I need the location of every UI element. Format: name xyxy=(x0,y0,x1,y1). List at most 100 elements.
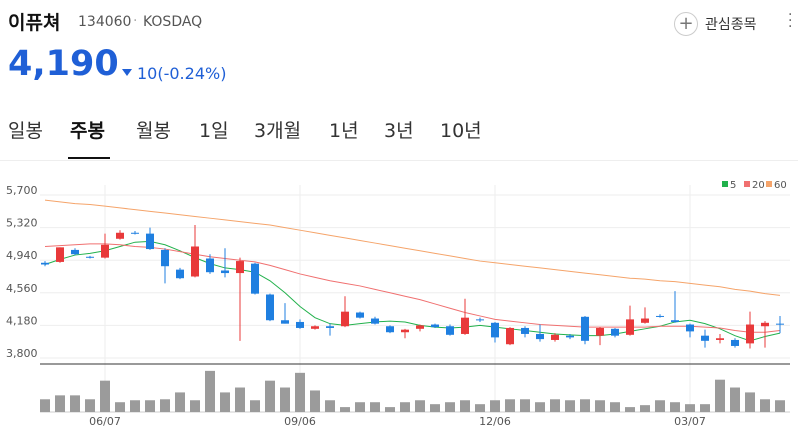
legend-label: 5 xyxy=(730,180,736,191)
volume-bar xyxy=(40,399,50,412)
volume-bar xyxy=(520,399,530,412)
tab[interactable]: 1일 xyxy=(199,120,229,142)
candle-body xyxy=(716,338,724,340)
volume-bar xyxy=(55,395,65,412)
y-tick-label: 4,560 xyxy=(6,282,38,295)
tab[interactable]: 일봉 xyxy=(8,120,43,142)
candle-body xyxy=(551,334,559,340)
volume-bar xyxy=(430,404,440,412)
ma-line xyxy=(44,243,781,333)
candle-body xyxy=(221,270,229,274)
y-tick-label: 3,800 xyxy=(6,347,38,360)
volume-bar xyxy=(460,400,470,412)
stock-code: 134060 xyxy=(78,14,132,30)
volume-bar xyxy=(295,372,305,412)
volume-bar xyxy=(205,370,215,412)
price-change: 10(-0.24%) xyxy=(137,64,227,83)
candle-body xyxy=(431,324,439,328)
watch-icon[interactable]: + xyxy=(674,12,698,36)
legend-swatch xyxy=(722,181,728,187)
down-arrow xyxy=(122,69,132,76)
tab[interactable]: 월봉 xyxy=(136,120,171,142)
candle-body xyxy=(746,324,754,344)
candle-body xyxy=(386,326,394,333)
volume-bar xyxy=(280,387,290,412)
watch-button[interactable]: 관심종목 xyxy=(705,17,757,33)
candle-body xyxy=(116,232,124,239)
candle-body xyxy=(191,246,199,277)
candle-body xyxy=(131,232,139,234)
candle-body xyxy=(401,329,409,333)
candle-body xyxy=(776,323,784,325)
candle-body xyxy=(41,262,49,265)
legend-label: 20 xyxy=(752,180,765,191)
candle-body xyxy=(296,321,304,328)
candle-body xyxy=(506,327,514,345)
volume-bar xyxy=(115,402,125,412)
volume-bar xyxy=(220,392,230,412)
volume-bar xyxy=(160,399,170,412)
tab[interactable]: 3개월 xyxy=(254,120,302,142)
candle-body xyxy=(341,311,349,327)
market: KOSDAQ xyxy=(143,14,203,30)
volume-bar xyxy=(595,400,605,412)
volume-bar xyxy=(775,400,785,412)
tab[interactable]: 주봉 xyxy=(70,120,105,142)
candle-body xyxy=(596,327,604,336)
legend-label: 60 xyxy=(774,180,787,191)
volume-bar xyxy=(490,400,500,412)
x-tick-label: 06/07 xyxy=(89,415,121,428)
volume-bar xyxy=(610,402,620,412)
candle-body xyxy=(626,319,634,335)
tab[interactable]: 3년 xyxy=(384,120,414,142)
volume-bar xyxy=(565,400,575,412)
candle-body xyxy=(206,258,214,273)
volume-bar xyxy=(685,404,695,412)
candle-body xyxy=(731,339,739,346)
chart: 5,700 5,320 4,940 4,560 4,180 3,800 06/07 09/06… xyxy=(6,180,790,428)
volume-bar xyxy=(385,407,395,412)
candle-body xyxy=(701,335,709,341)
candle-body xyxy=(146,233,154,250)
y-tick-label: 5,700 xyxy=(6,184,38,197)
tab[interactable]: 1년 xyxy=(329,120,359,142)
menu-icon[interactable]: · · · xyxy=(788,7,793,35)
legend-swatch xyxy=(744,181,750,187)
candle-body xyxy=(521,327,529,334)
volume-bar xyxy=(445,402,455,412)
candle-body xyxy=(761,322,769,327)
volume-bar xyxy=(550,399,560,412)
candle-body xyxy=(686,324,694,332)
volume-bar xyxy=(580,399,590,412)
candle-body xyxy=(176,269,184,279)
separator-dot: · xyxy=(133,13,138,29)
ma-line xyxy=(44,199,781,296)
candle-body xyxy=(101,244,109,258)
candle-body xyxy=(536,333,544,340)
volume-bar xyxy=(760,399,770,412)
candle-body xyxy=(671,320,679,322)
candle-body xyxy=(611,328,619,336)
volume-bar xyxy=(400,402,410,412)
volume-bar xyxy=(355,402,365,412)
candle-body xyxy=(641,318,649,323)
candle-body xyxy=(566,335,574,338)
volume-bar xyxy=(145,400,155,412)
candle-body xyxy=(251,263,259,294)
tab[interactable]: 10년 xyxy=(440,120,482,142)
candle-body xyxy=(491,322,499,338)
price: 4,190 xyxy=(8,44,119,84)
stock-name: 이퓨쳐 xyxy=(8,12,61,34)
candle-body xyxy=(356,312,364,318)
tab-underline xyxy=(68,157,110,159)
x-tick-label: 03/07 xyxy=(674,415,706,428)
volume-bar xyxy=(340,407,350,412)
candle-body xyxy=(311,326,319,329)
candle-body xyxy=(86,256,94,258)
y-tick-label: 4,180 xyxy=(6,314,38,327)
volume-bar xyxy=(640,405,650,412)
volume-bar xyxy=(505,399,515,412)
legend-swatch xyxy=(766,181,772,187)
y-tick-label: 5,320 xyxy=(6,217,38,230)
